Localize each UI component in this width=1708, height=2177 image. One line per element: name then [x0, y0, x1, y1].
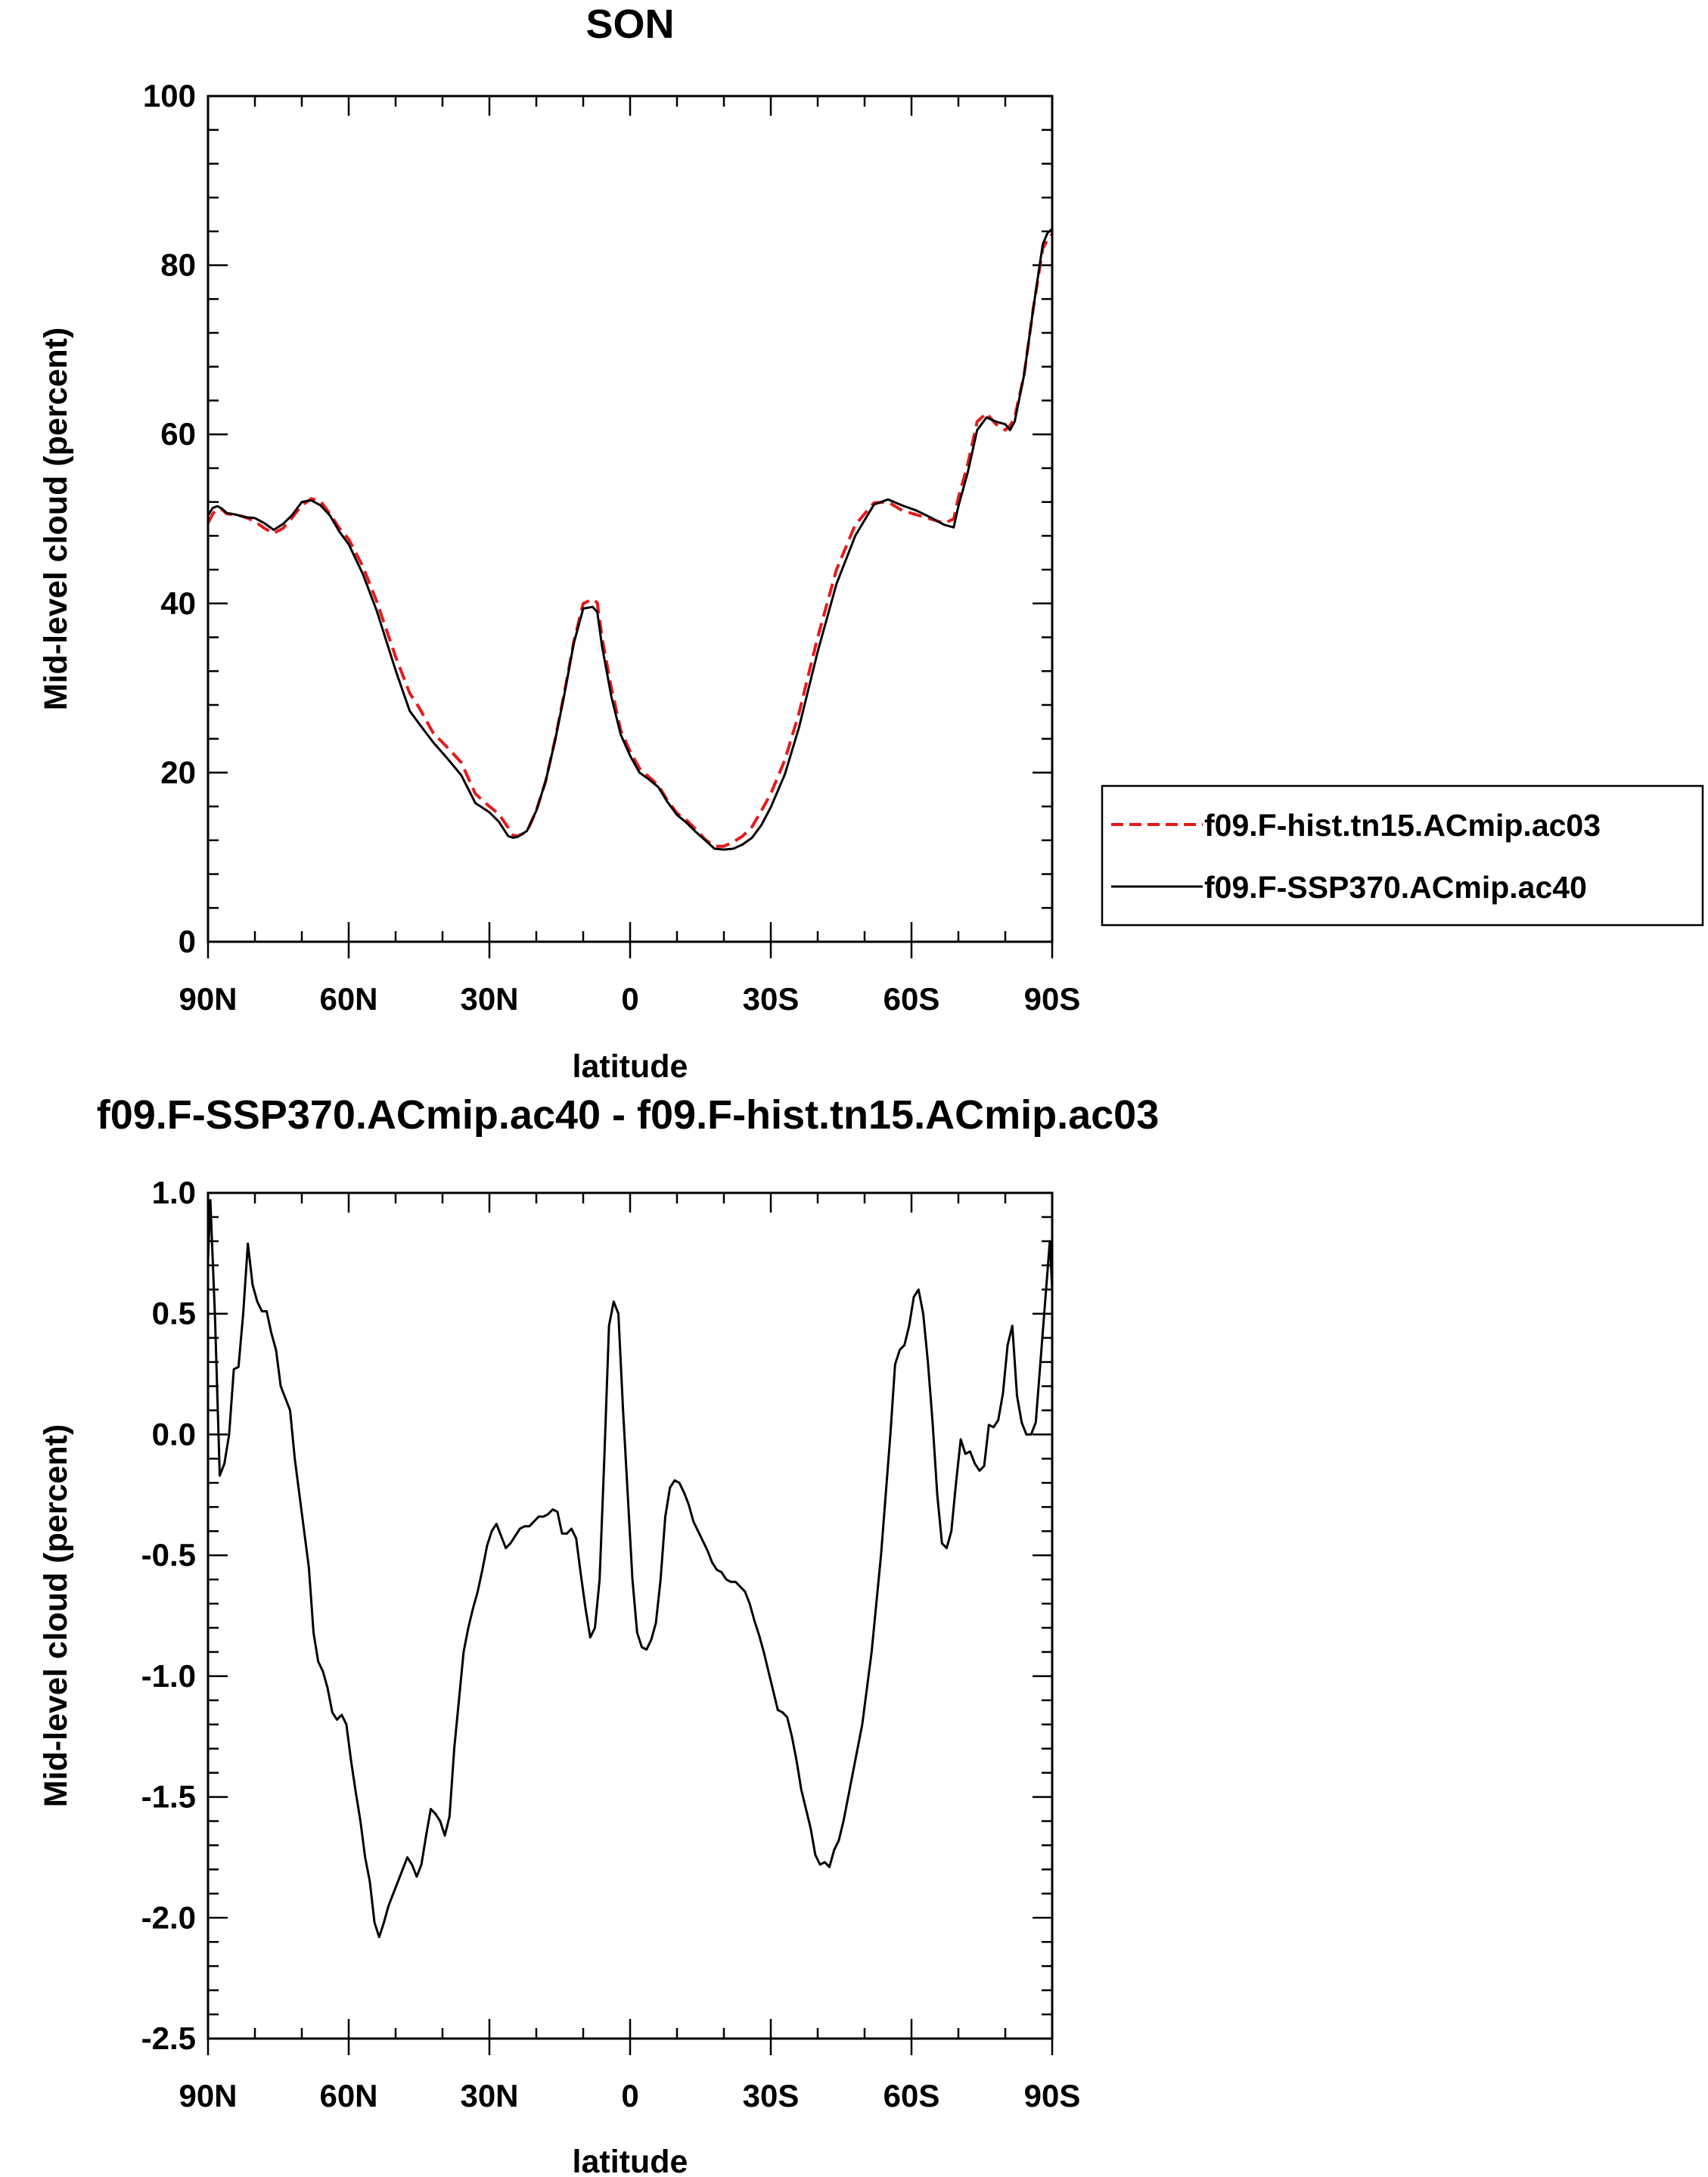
legend-label-ssp370: f09.F-SSP370.ACmip.ac40	[1204, 870, 1587, 905]
x-tick-label: 60N	[319, 981, 377, 1017]
x-tick-label: 30N	[460, 2078, 518, 2113]
y-tick-label: -1.0	[141, 1658, 196, 1694]
x-tick-label: 90N	[179, 981, 237, 1017]
x-axis-label: latitude	[573, 2144, 688, 2177]
difference-chart: f09.F-SSP370.ACmip.ac40 - f09.F-hist.tn1…	[38, 1092, 1159, 2177]
plot-frame	[207, 1191, 1054, 2040]
y-tick-label: 40	[160, 585, 196, 621]
plot-area: 0 20 40 60 80 100 90N 60N 30N 0 30S 60S 90S	[143, 78, 1080, 1017]
y-tick-label: 60	[160, 416, 196, 452]
x-tick-label: 60S	[884, 981, 940, 1017]
legend: f09.F-hist.tn15.ACmip.ac03 f09.F-SSP370.…	[1101, 784, 1704, 927]
series-line-ssp370	[207, 228, 1054, 851]
x-tick-label: 90S	[1024, 2078, 1081, 2113]
plot-frame	[207, 95, 1054, 943]
x-tick-label: 60S	[884, 2078, 940, 2113]
x-tick-label: 0	[621, 2078, 638, 2113]
y-tick-label: 0	[179, 924, 196, 959]
y-tick-label: -0.5	[141, 1537, 196, 1573]
y-tick-label: 100	[143, 78, 196, 113]
x-tick-label: 0	[621, 981, 638, 1017]
x-tick-label: 30S	[743, 2078, 800, 2113]
y-tick-label: 80	[160, 247, 196, 283]
chart-title: SON	[585, 2, 674, 47]
y-tick-label: 20	[160, 754, 196, 790]
chart-title: f09.F-SSP370.ACmip.ac40 - f09.F-hist.tn1…	[97, 1092, 1159, 1138]
mean-cloud-chart: SON 0 20 40 60 80 100 90N 60N 30N 0 30S 60S 90S lati…	[38, 2, 1704, 1085]
y-tick-label: 0.0	[152, 1416, 196, 1452]
y-tick-label: -1.5	[141, 1779, 196, 1815]
y-axis-label: Mid-level cloud (percent)	[38, 1424, 74, 1808]
x-tick-label: 90N	[179, 2078, 237, 2113]
x-tick-label: 90S	[1024, 981, 1081, 1017]
y-tick-label: -2.5	[141, 2020, 196, 2056]
y-tick-label: 1.0	[152, 1175, 196, 1210]
series-line-hist	[207, 232, 1054, 848]
legend-label-hist: f09.F-hist.tn15.ACmip.ac03	[1204, 808, 1601, 843]
x-tick-label: 30S	[743, 981, 800, 1017]
legend-box	[1101, 784, 1704, 927]
x-tick-label: 30N	[460, 981, 518, 1017]
y-tick-label: -2.0	[141, 1899, 196, 1935]
y-axis-label: Mid-level cloud (percent)	[38, 328, 74, 711]
series-line-difference	[207, 1199, 1054, 1939]
x-tick-label: 60N	[319, 2078, 377, 2113]
y-tick-label: 0.5	[152, 1296, 196, 1331]
plot-area: -2.5 -2.0 -1.5 -1.0 -0.5 0.0 0.5 1.0 90N 60N 30N 0 3…	[141, 1175, 1081, 2113]
x-axis-label: latitude	[573, 1048, 688, 1085]
